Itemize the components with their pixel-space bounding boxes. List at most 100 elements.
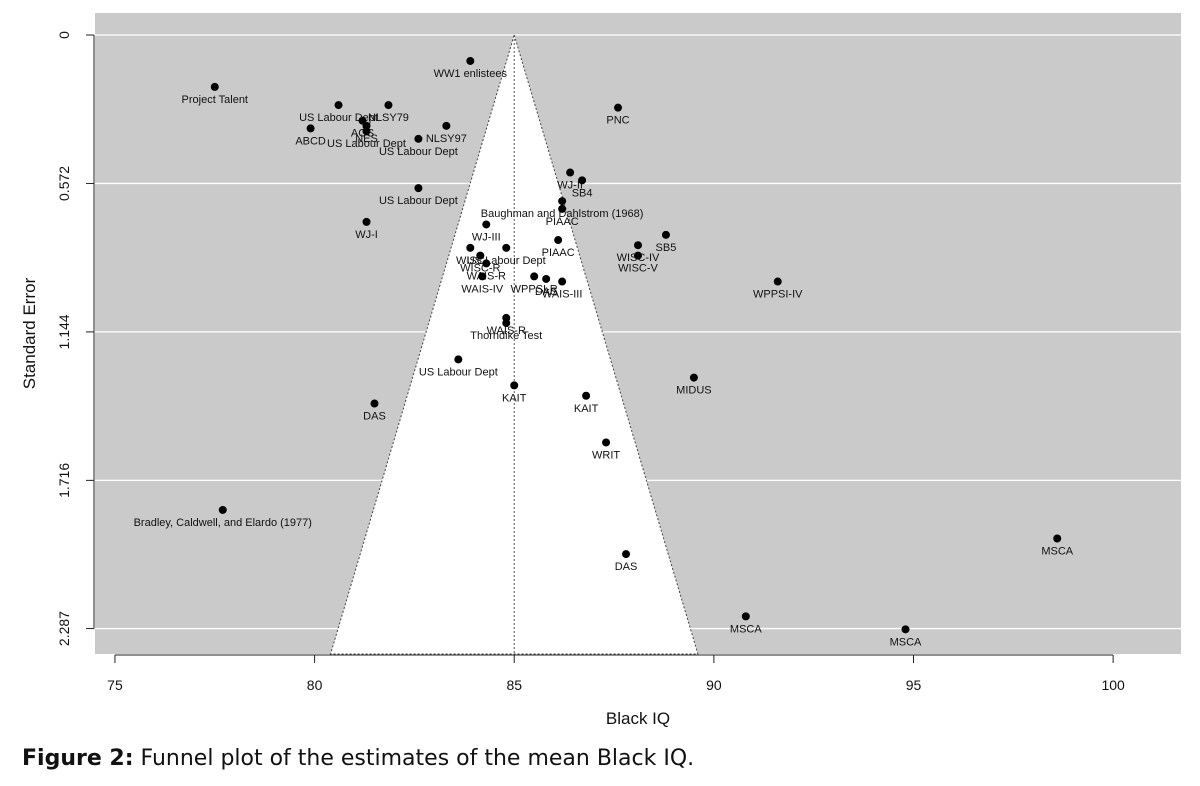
y-axis-title: Standard Error [20,277,39,389]
point-label: Thorndike Test [470,330,542,342]
point-label: WAIS-III [542,289,583,301]
point-label: WPPSI-R [511,283,558,295]
point-label: DAS [363,411,386,423]
data-point [578,176,587,185]
data-point [741,612,750,621]
data-point [466,243,475,252]
data-point [901,625,910,634]
data-point [414,134,423,143]
data-point [414,184,423,193]
point-label: PIAAC [542,247,575,259]
y-tick-label: 0.572 [56,166,72,201]
y-tick-label: 2.287 [56,611,72,646]
point-label: WW1 enlistees [434,68,508,80]
data-points: Project Talent WW1 enlistees US Labour Dep… [134,56,1074,648]
x-tick-label: 90 [706,677,722,693]
data-point [454,355,463,364]
point-label: MIDUS [676,385,711,397]
data-point [634,251,642,260]
point-label: NLSY79 [368,112,409,124]
point-label: WAIS-R [467,270,506,282]
data-point [602,438,611,447]
data-point [466,56,475,65]
point-label: Baughman and Dahlstrom (1968) [481,208,644,220]
data-point [306,124,315,133]
x-tick-label: 100 [1101,677,1125,693]
point-label: NES [355,133,378,145]
data-point [554,236,563,245]
data-point [622,550,631,559]
funnel-plot: 75 80 85 90 95 100 0 0.572 1.144 1.716 2.287 Proj… [20,13,1181,728]
point-label: PIAAC [546,216,579,228]
point-label: WAIS-IV [461,283,503,295]
point-label: US Labour Dept [419,366,498,378]
point-label: DAS [535,286,558,298]
data-point [558,277,567,286]
point-label: WPPSI-IV [753,289,803,301]
data-point [502,319,511,328]
point-label: WISC-R [460,263,500,275]
data-point [218,505,227,514]
data-point [482,220,491,229]
data-point [558,204,567,213]
data-point [210,82,219,91]
data-point [1053,534,1062,543]
figure-caption: Figure 2: Funnel plot of the estimates o… [22,746,694,771]
point-label: KAIT [502,392,527,404]
data-point [689,373,698,382]
point-label: WRIT [592,449,620,461]
point-label: Project Talent [182,94,248,106]
data-point [614,103,623,112]
x-axis: 75 80 85 90 95 100 [107,654,1125,693]
point-label: MSCA [890,636,922,648]
point-label: NLSY97 [426,133,467,145]
data-point [478,272,487,281]
point-label: US Labour Dept [299,112,378,124]
point-label: US Labour Dept [379,146,458,158]
point-label: WJ-III [472,231,501,243]
point-label: US Labour Dept [327,138,406,150]
data-point [530,272,539,281]
data-point [370,399,379,408]
point-label: SB5 [656,242,677,254]
data-point [442,121,451,130]
y-tick-label: 0 [56,31,72,39]
y-tick-label: 1.716 [56,463,72,498]
data-point [510,381,519,390]
data-point [384,101,393,110]
data-point [566,168,575,177]
x-tick-label: 75 [107,677,123,693]
x-tick-label: 95 [906,677,922,693]
point-label: SB4 [572,187,593,199]
caption-label: Figure 2: [22,746,134,771]
point-label: WJ-II [557,180,583,192]
point-label: MSCA [1041,546,1073,558]
data-point [773,277,782,286]
data-point [334,101,343,110]
point-label: KAIT [574,403,599,415]
data-point [362,217,371,226]
data-point [661,230,670,239]
data-point [362,127,371,136]
data-point [558,197,567,206]
x-tick-label: 80 [307,677,323,693]
point-label: WJ-I [355,229,378,241]
point-label: DAS [615,561,638,573]
data-point [582,391,591,400]
x-tick-label: 85 [506,677,522,693]
point-label: Bradley, Caldwell, and Elardo (1977) [134,517,312,529]
point-label: MSCA [730,623,762,635]
point-label: US Labour Dept [379,195,458,207]
point-label: WAIS-R [487,325,526,337]
data-point [502,243,511,252]
data-point [542,274,551,283]
point-label: PNC [606,115,629,127]
data-point [482,259,491,268]
x-axis-title: Black IQ [606,709,670,728]
point-label: WISC-V [618,263,658,275]
y-axis: 0 0.572 1.144 1.716 2.287 [56,31,95,646]
caption-text: Funnel plot of the estimates of the mean… [140,746,695,771]
data-point [476,251,485,260]
point-label: ABCD [295,135,326,147]
y-tick-label: 1.144 [56,314,72,349]
